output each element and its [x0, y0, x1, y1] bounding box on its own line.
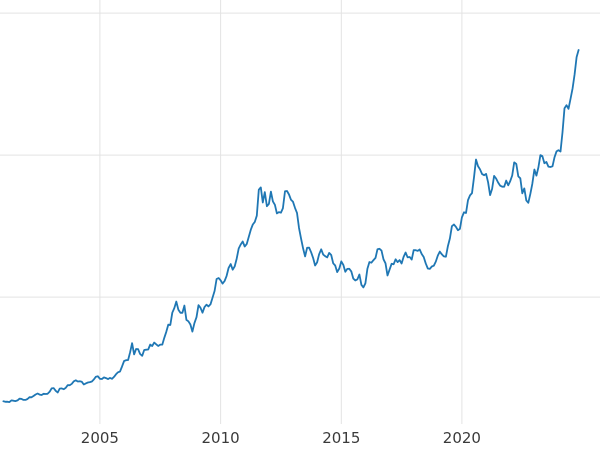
x-tick-label: 2010 — [202, 429, 240, 447]
x-tick-label: 2005 — [81, 429, 119, 447]
gold-price-usd-per-oz-line — [2, 49, 580, 404]
x-tick-label: 2015 — [322, 429, 360, 447]
x-tick-label: 2020 — [443, 429, 481, 447]
